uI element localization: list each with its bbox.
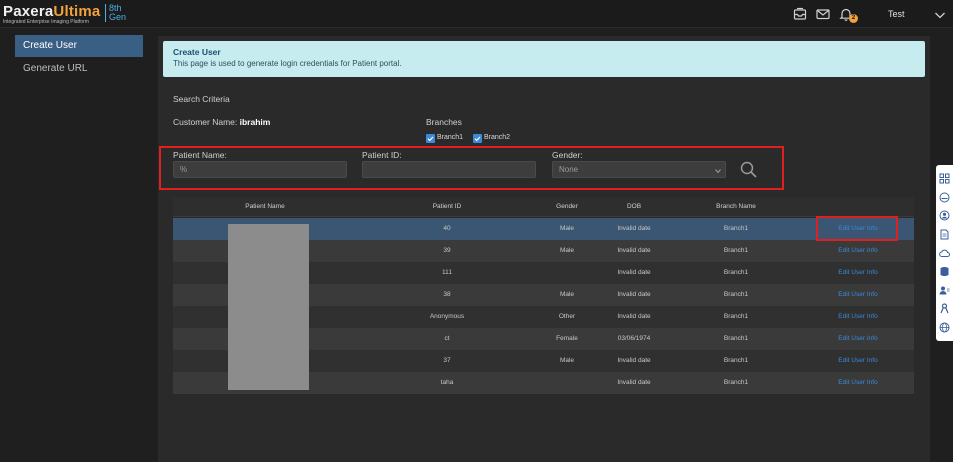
gender-cell: Male bbox=[559, 357, 575, 364]
edit-user-info-link[interactable]: Edit User Info bbox=[838, 269, 878, 276]
patient-id-cell: 39 bbox=[443, 247, 451, 254]
patient-id-input[interactable] bbox=[362, 161, 536, 178]
column-header-patient-id[interactable]: Patient ID bbox=[432, 203, 462, 210]
document-icon[interactable] bbox=[939, 229, 950, 240]
search-criteria-highlight bbox=[159, 146, 784, 190]
branch2-checkbox[interactable] bbox=[473, 134, 482, 143]
patient-name-label: Patient Name: bbox=[173, 150, 227, 160]
patient-id-cell: taha bbox=[440, 379, 454, 386]
info-banner: Create User This page is used to generat… bbox=[163, 41, 925, 77]
patient-id-cell: Anonymous bbox=[429, 313, 465, 320]
table-row[interactable]: 40 Male Invalid date Branch1 Edit User I… bbox=[173, 218, 914, 240]
chevron-down-icon[interactable] bbox=[934, 8, 946, 20]
branch-cell: Branch1 bbox=[723, 225, 749, 232]
dob-cell: Invalid date bbox=[617, 357, 651, 364]
customer-name-value: ibrahim bbox=[239, 117, 271, 127]
ribbon-icon[interactable] bbox=[939, 303, 950, 314]
gender-cell: Other bbox=[558, 313, 576, 320]
edit-user-info-link[interactable]: Edit User Info bbox=[838, 247, 878, 254]
chevron-down-icon bbox=[715, 167, 721, 174]
cloud-icon[interactable] bbox=[939, 248, 950, 259]
dob-cell: Invalid date bbox=[617, 291, 651, 298]
search-criteria-title: Search Criteria bbox=[173, 94, 230, 104]
branch-cell: Branch1 bbox=[723, 313, 749, 320]
branch-cell: Branch1 bbox=[723, 269, 749, 276]
gender-select-value: None bbox=[559, 165, 579, 174]
dob-cell: Invalid date bbox=[617, 313, 651, 320]
patient-name-input[interactable]: % bbox=[173, 161, 347, 178]
dashboard-icon[interactable] bbox=[939, 192, 950, 203]
gender-cell: Male bbox=[559, 225, 575, 232]
search-icon[interactable] bbox=[740, 161, 757, 178]
table-header: Patient Name Patient ID Gender DOB Branc… bbox=[173, 197, 914, 217]
dob-cell: Invalid date bbox=[617, 247, 651, 254]
notification-badge: 2 bbox=[849, 14, 858, 23]
table-row[interactable]: 39 Male Invalid date Branch1 Edit User I… bbox=[173, 240, 914, 262]
gender-select[interactable]: None bbox=[552, 161, 726, 178]
logo-text: PaxeraUltima bbox=[3, 3, 101, 20]
right-toolbar bbox=[936, 165, 953, 341]
table-row[interactable]: taha Invalid date Branch1 Edit User Info bbox=[173, 372, 914, 394]
redacted-patient-names bbox=[228, 224, 309, 390]
patient-id-cell: 38 bbox=[443, 291, 451, 298]
dob-cell: Invalid date bbox=[617, 379, 651, 386]
column-header-dob[interactable]: DOB bbox=[626, 203, 642, 210]
patient-id-cell: 111 bbox=[442, 269, 452, 276]
customer-name-label: Customer Name: ibrahim bbox=[173, 117, 271, 127]
mail-icon[interactable] bbox=[816, 7, 830, 21]
top-bar: PaxeraUltima Integrated Enterprise Imagi… bbox=[0, 0, 953, 28]
inbox-icon[interactable] bbox=[793, 7, 807, 21]
info-title: Create User bbox=[173, 47, 221, 57]
sidebar-item-generate-url[interactable]: Generate URL bbox=[23, 63, 88, 74]
patient-id-cell: 40 bbox=[443, 225, 451, 232]
column-header-branch-name[interactable]: Branch Name bbox=[716, 203, 756, 210]
patient-id-cell: 37 bbox=[443, 357, 451, 364]
table-row[interactable]: 111 Invalid date Branch1 Edit User Info bbox=[173, 262, 914, 284]
dob-cell: Invalid date bbox=[617, 225, 651, 232]
patient-id-label: Patient ID: bbox=[362, 150, 402, 160]
grid-icon[interactable] bbox=[939, 173, 950, 184]
dob-cell: 03/06/1974 bbox=[617, 335, 651, 342]
table-row[interactable]: ct Female 03/06/1974 Branch1 Edit User I… bbox=[173, 328, 914, 350]
column-header-gender[interactable]: Gender bbox=[556, 203, 578, 210]
info-description: This page is used to generate login cred… bbox=[173, 59, 402, 68]
branch-cell: Branch1 bbox=[723, 357, 749, 364]
branch1-checkbox[interactable] bbox=[426, 134, 435, 143]
logo-tagline: Integrated Enterprise Imaging Platform bbox=[3, 19, 89, 25]
database-icon[interactable] bbox=[939, 266, 950, 277]
branch1-label: Branch1 bbox=[437, 134, 464, 141]
branch-cell: Branch1 bbox=[723, 379, 749, 386]
user-name[interactable]: Test bbox=[888, 9, 905, 19]
edit-user-info-link[interactable]: Edit User Info bbox=[838, 335, 878, 342]
gender-label: Gender: bbox=[552, 150, 583, 160]
branch-cell: Branch1 bbox=[723, 247, 749, 254]
sidebar: Create User Generate URL bbox=[0, 28, 155, 462]
users-icon[interactable] bbox=[939, 285, 950, 296]
column-header-patient-name[interactable]: Patient Name bbox=[245, 203, 285, 210]
branches-label: Branches bbox=[426, 117, 462, 127]
gender-cell: Male bbox=[559, 247, 575, 254]
patient-id-cell: ct bbox=[444, 335, 450, 342]
edit-user-info-link[interactable]: Edit User Info bbox=[838, 291, 878, 298]
edit-user-info-link[interactable]: Edit User Info bbox=[838, 357, 878, 364]
gender-cell: Male bbox=[559, 291, 575, 298]
edit-user-info-highlight bbox=[816, 216, 898, 241]
user-circle-icon[interactable] bbox=[939, 210, 950, 221]
sidebar-item-create-user[interactable]: Create User bbox=[15, 35, 143, 57]
branch-cell: Branch1 bbox=[723, 291, 749, 298]
edit-user-info-link[interactable]: Edit User Info bbox=[838, 379, 878, 386]
table-row[interactable]: 38 Male Invalid date Branch1 Edit User I… bbox=[173, 284, 914, 306]
table-row[interactable]: 37 Male Invalid date Branch1 Edit User I… bbox=[173, 350, 914, 372]
gender-cell: Female bbox=[556, 335, 578, 342]
table-row[interactable]: Anonymous Other Invalid date Branch1 Edi… bbox=[173, 306, 914, 328]
edit-user-info-link[interactable]: Edit User Info bbox=[838, 313, 878, 320]
dob-cell: Invalid date bbox=[617, 269, 651, 276]
logo-gen: 8th Gen bbox=[105, 4, 129, 22]
globe-icon[interactable] bbox=[939, 322, 950, 333]
branch2-label: Branch2 bbox=[484, 134, 511, 141]
edit-user-info-link[interactable]: Edit User Info bbox=[838, 225, 878, 232]
branch-cell: Branch1 bbox=[723, 335, 749, 342]
